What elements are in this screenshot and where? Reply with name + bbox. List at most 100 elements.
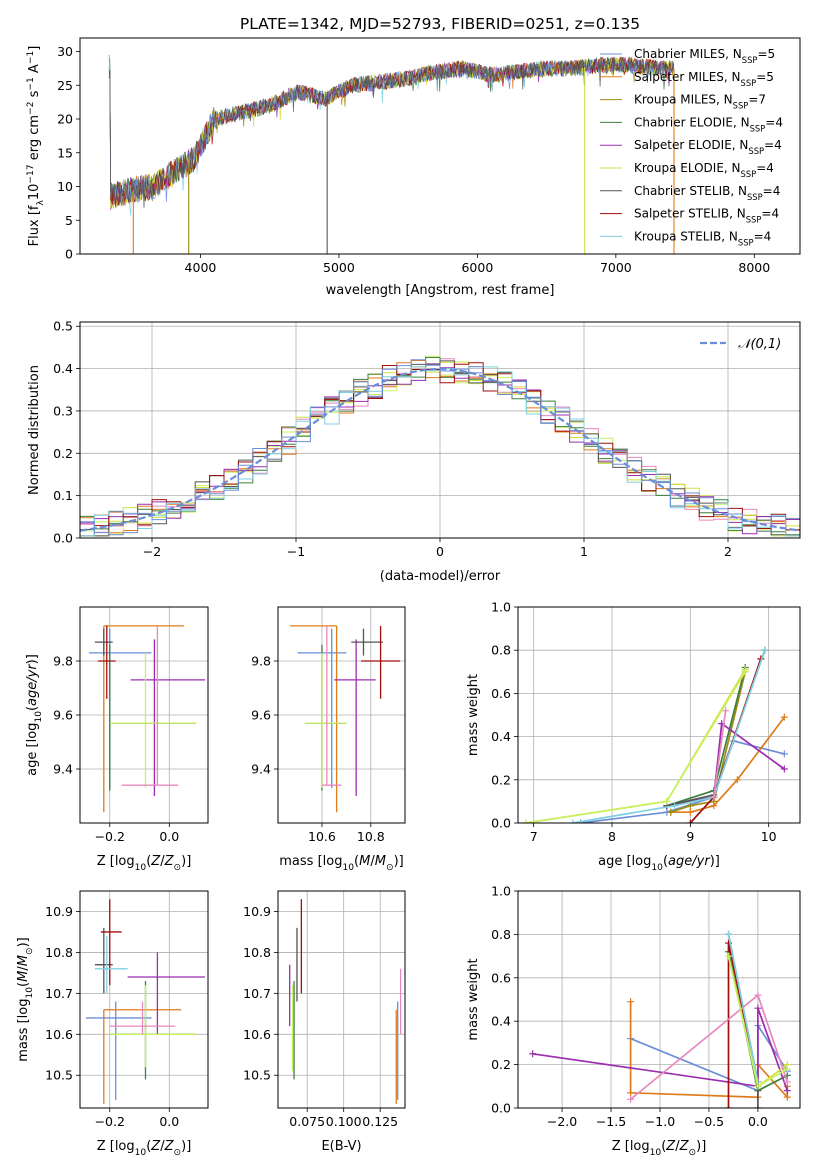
x-axis-label: Z [log10(Z/Z⊙)] (97, 854, 192, 873)
y-tick-label: 9.4 (251, 762, 271, 777)
x-tick-label: 5000 (323, 260, 355, 275)
x-axis-label: (data-model)/error (380, 569, 501, 584)
plot-area (80, 355, 800, 537)
series-marker (783, 1087, 791, 1095)
series-marker (725, 930, 733, 938)
y-tick-label: 0.0 (491, 816, 511, 831)
series-marker (783, 1093, 791, 1101)
y-tick-label: 0.4 (491, 729, 511, 744)
series-line (532, 1007, 789, 1091)
y-tick-label: 0.5 (53, 319, 73, 334)
series-marker (733, 776, 741, 784)
series-marker (754, 1004, 762, 1012)
chart-age-vs-mass: 10.6 10.8 9.4 9.6 9.8 mass [log10(M/M⊙)] (251, 606, 406, 873)
x-tick-label: 0.100 (326, 1114, 362, 1129)
chart-mass-vs-Z: −0.2 0.0 10.5 10.6 10.7 10.8 10.9 Z [log10(Z/Z⊙… (16, 890, 209, 1158)
axes-frame (79, 37, 801, 255)
y-tick-label: 0.4 (53, 361, 73, 376)
axes-frame (517, 606, 801, 824)
y-tick-label: 30 (57, 44, 73, 59)
y-axis-label: age [log10(age/yr)] (25, 654, 44, 776)
y-tick-label: 9.6 (53, 708, 73, 723)
x-tick-label: 10.8 (357, 829, 385, 844)
y-tick-label: 10.6 (45, 1027, 73, 1042)
plot-area (108, 54, 675, 254)
y-tick-label: 0.8 (491, 927, 511, 942)
x-axis-label: Z [log10(Z/Z⊙)] (97, 1139, 192, 1158)
x-tick-label: 0 (436, 544, 444, 559)
legend-label: Salpeter STELIB, NSSP=4 (634, 207, 779, 225)
legend: 𝒩(0,1) (700, 337, 781, 352)
y-tick-label: 10.5 (45, 1068, 73, 1083)
series-marker (710, 793, 718, 801)
x-tick-label: 8000 (738, 260, 770, 275)
y-tick-label: 1.0 (491, 884, 511, 899)
series-marker (663, 797, 671, 805)
series-marker (780, 765, 788, 773)
series-marker (722, 707, 730, 715)
series-marker (761, 646, 769, 654)
x-tick-label: 7000 (600, 260, 632, 275)
series-marker (754, 991, 762, 999)
series-marker (667, 808, 675, 816)
x-axis-label: age [log10(age/yr)] (598, 854, 720, 873)
y-tick-label: 5 (65, 213, 73, 228)
x-tick-label: 10.6 (308, 829, 336, 844)
y-tick-label: 10.7 (45, 986, 73, 1001)
x-tick-label: 10 (761, 829, 777, 844)
x-tick-label: 0.0 (159, 829, 179, 844)
axes-frame (79, 606, 209, 824)
x-tick-label: −1.5 (596, 1114, 626, 1129)
axes-frame (517, 890, 801, 1109)
x-tick-label: −2.0 (547, 1114, 577, 1129)
y-tick-label: 20 (57, 112, 73, 127)
series-line (670, 671, 747, 814)
y-tick-label: 10 (57, 179, 73, 194)
y-axis-label: mass weight (466, 958, 481, 1040)
x-tick-label: 0.0 (159, 1114, 179, 1129)
plot-area (88, 625, 206, 813)
legend-label: Salpeter MILES, NSSP=5 (634, 70, 774, 88)
legend: Chabrier MILES, NSSP=5 Salpeter MILES, NS… (600, 47, 783, 247)
axes-frame (79, 321, 801, 539)
legend-label: Chabrier STELIB, NSSP=4 (634, 184, 780, 202)
series-marker (577, 819, 585, 823)
y-tick-label: 0.1 (53, 488, 73, 503)
chart-weight-vs-Z: −2.0 −1.5 −1.0 −0.5 0.0 0.0 0.2 0.4 0.6 0.8 1.0 Z [… (466, 884, 801, 1158)
legend-label: Kroupa STELIB, NSSP=4 (634, 229, 771, 247)
axes-frame (277, 890, 406, 1109)
x-tick-label: 7 (530, 829, 538, 844)
series-marker (686, 819, 694, 823)
series-marker (569, 819, 577, 823)
y-axis-label: mass weight (466, 674, 481, 756)
y-axis-label: mass [log10(M/M⊙)] (16, 937, 35, 1061)
y-tick-label: 10.7 (243, 986, 271, 1001)
y-tick-label: 9.4 (53, 762, 73, 777)
plot-area (85, 899, 206, 1104)
y-tick-label: 0.4 (491, 1014, 511, 1029)
y-tick-label: 0.6 (491, 686, 511, 701)
y-tick-label: 0 (65, 247, 73, 262)
series-marker (627, 1095, 635, 1103)
x-tick-label: 2 (724, 544, 732, 559)
y-axis-label: Normed distribution (27, 365, 42, 495)
legend-label: Salpeter ELODIE, NSSP=4 (634, 138, 782, 156)
legend-label: Chabrier ELODIE, NSSP=4 (634, 115, 783, 133)
x-tick-label: 6000 (461, 260, 493, 275)
series-marker (783, 1078, 791, 1086)
series-marker (725, 952, 733, 960)
x-tick-label: −0.5 (694, 1114, 724, 1129)
series-marker (754, 1104, 762, 1108)
x-tick-label: 4000 (185, 260, 217, 275)
series-marker (529, 1050, 537, 1058)
x-tick-label: 9 (686, 829, 694, 844)
x-tick-label: −0.2 (95, 1114, 125, 1129)
y-tick-label: 0.0 (491, 1101, 511, 1116)
y-tick-label: 10.6 (243, 1027, 271, 1042)
plot-area (289, 899, 402, 1104)
normal-curve (80, 367, 800, 532)
series-line (525, 671, 746, 823)
y-tick-label: 10.8 (243, 945, 271, 960)
x-axis-label: mass [log10(M/M⊙)] (279, 854, 403, 873)
